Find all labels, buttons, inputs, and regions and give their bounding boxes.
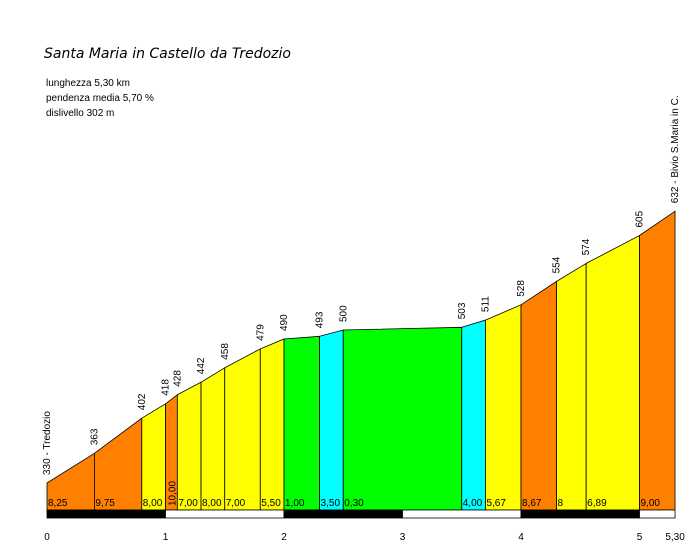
profile-segment [461,319,486,511]
gradient-label: 1,00 [285,498,305,509]
x-tick-label: 0 [44,532,50,543]
elevation-label: 493 [315,311,326,328]
gradient-label: 3,50 [321,498,341,509]
scale-block [165,509,285,519]
elevation-label: 442 [196,357,207,374]
elevation-label: 418 [161,379,172,396]
gradient-label: 8 [558,498,564,509]
elevation-label: 330 - Tredozio [42,411,53,475]
profile-segment [259,338,285,511]
elevation-label: 479 [255,324,266,341]
gradient-label: 7,00 [178,498,198,509]
elevation-label: 632 - Bivio S.Maria in C. [670,95,681,203]
profile-segment [520,280,557,511]
elevation-label: 458 [220,343,231,360]
gradient-label: 7,00 [226,498,246,509]
gradient-label: 10,00 [168,481,179,506]
info-length: lunghezza 5,30 km [46,78,130,89]
profile-segment [585,234,640,511]
profile-segment [556,262,587,511]
profile-segment [94,417,143,511]
profile-segment [319,329,344,511]
scale-block [639,509,676,519]
info-gradient: pendenza media 5,70 % [46,93,154,104]
scale-block [283,509,403,519]
gradient-segments [46,210,676,511]
profile-segment [342,326,463,511]
gradient-label: 5,50 [261,498,281,509]
elevation-label: 503 [457,302,468,319]
info-elevation-gain: dislivello 302 m [46,108,114,119]
scale-block [402,509,522,519]
gradient-label: 6,89 [587,498,607,509]
gradient-label: 9,00 [641,498,661,509]
gradient-label: 8,25 [48,498,68,509]
gradient-label: 0,30 [344,498,364,509]
x-tick-label: 3 [400,532,406,543]
gradient-label: 4,00 [463,498,483,509]
scale-block [46,509,166,519]
gradient-label: 9,75 [95,498,115,509]
profile-segment [141,403,166,511]
elevation-label: 402 [137,393,148,410]
profile-segment [283,335,320,511]
elevation-label: 528 [516,280,527,297]
elevation-label: 574 [581,238,592,255]
gradient-label: 8,00 [202,498,222,509]
elevation-label: 554 [552,256,563,273]
chart-title: Santa Maria in Castello da Tredozio [44,46,291,62]
gradient-labels: 8,25 9,75 8,00 10,00 7,00 8,00 7,00 5,50 1,00 3,5… [48,481,660,509]
elevation-label: 605 [635,210,646,227]
elevation-label: 428 [172,370,183,387]
profile-segment [224,348,261,511]
elevation-label: 490 [279,314,290,331]
profile-segment [639,210,676,511]
x-tick-label: 5 [637,532,643,543]
x-axis-ticks: 0 1 2 3 4 5 5,30 [44,532,685,543]
x-tick-label: 2 [281,532,287,543]
distance-scale-bar [46,509,676,519]
x-tick-label: 1 [163,532,169,543]
x-tick-label: 4 [518,532,524,543]
gradient-label: 8,67 [522,498,542,509]
gradient-label: 5,67 [486,498,506,509]
scale-block [520,509,640,519]
profile-segment [176,381,202,511]
profile-segment [485,304,522,511]
elevation-label: 500 [338,305,349,322]
x-tick-label: 5,30 [665,532,685,543]
gradient-label: 8,00 [143,498,163,509]
profile-segment [200,367,226,511]
elevation-label: 363 [89,428,100,445]
elevation-label: 511 [480,296,491,312]
